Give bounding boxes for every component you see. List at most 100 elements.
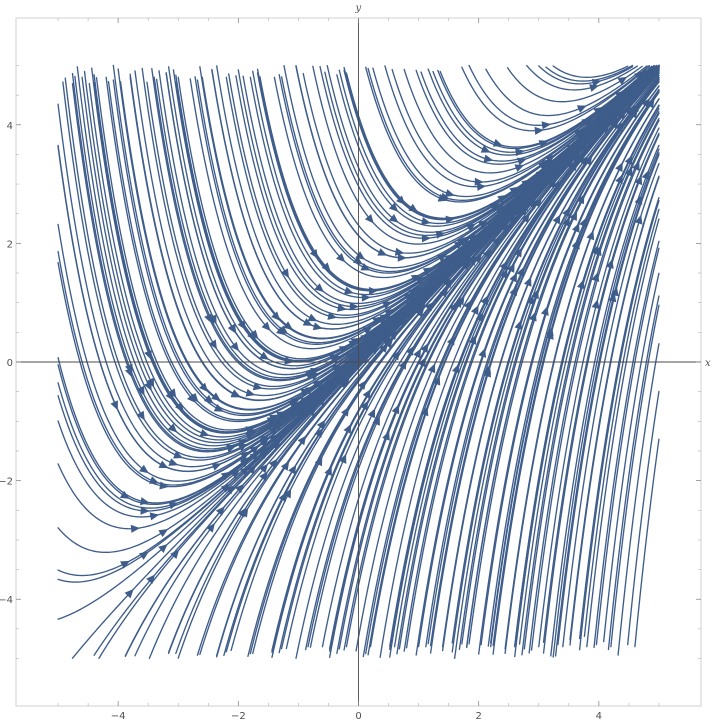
stream-arrow-head <box>235 483 245 494</box>
stream-arrow-head <box>360 262 371 271</box>
streamline <box>627 390 660 646</box>
stream-arrow-head <box>124 588 134 599</box>
streamline <box>542 132 660 644</box>
stream-arrow-head <box>572 238 580 249</box>
stream-arrow-head <box>480 145 491 153</box>
streamline <box>283 64 658 269</box>
streamline <box>420 64 655 162</box>
stream-arrow-head <box>466 223 476 232</box>
y-tick-label: −2 <box>0 477 13 488</box>
stream-arrow-head <box>362 389 371 399</box>
stream-arrow-head <box>369 344 379 355</box>
stream-arrow-head <box>259 351 270 360</box>
stream-arrow-head <box>437 193 448 202</box>
y-tick-label: −4 <box>0 595 13 606</box>
streamline <box>461 79 660 645</box>
stream-arrow-head <box>297 435 307 446</box>
streamline <box>523 112 660 650</box>
stream-arrow-head <box>167 423 178 433</box>
stream-arrow-head <box>624 166 633 177</box>
stream-arrow-head <box>239 458 250 468</box>
streamline <box>554 152 660 657</box>
stream-arrow-head <box>576 194 585 205</box>
stream-arrow-head <box>509 286 517 296</box>
stream-arrow-head <box>545 154 555 164</box>
stream-arrow-head <box>228 323 237 334</box>
stream-arrow-head <box>439 287 449 298</box>
stream-arrow-head <box>397 253 407 262</box>
x-tick-label: 2 <box>475 711 481 722</box>
stream-arrow-head <box>398 359 407 370</box>
stream-arrow-head <box>364 214 374 224</box>
stream-arrow-head <box>480 295 489 306</box>
x-tick-label: −2 <box>231 711 246 722</box>
stream-arrow-head <box>478 347 487 358</box>
y-tick-label: 0 <box>7 358 13 369</box>
streamline <box>389 68 660 648</box>
stream-arrow-head <box>400 306 411 316</box>
stream-arrow-head <box>173 450 183 459</box>
stream-arrow-head <box>158 544 168 554</box>
streamline <box>562 162 660 648</box>
stream-arrow-head <box>149 512 160 521</box>
stream-arrow-head <box>444 253 454 263</box>
stream-arrow-head <box>268 420 279 429</box>
stream-arrow-head <box>237 443 248 452</box>
stream-arrow-head <box>394 247 405 256</box>
stream-arrow-head <box>445 215 455 224</box>
stream-arrow-head <box>388 202 399 212</box>
stream-arrow-head <box>300 388 311 397</box>
stream-arrow-head <box>586 230 595 241</box>
y-tick-label: 2 <box>7 239 13 250</box>
stream-arrow-head <box>368 286 379 295</box>
streamline <box>545 64 634 82</box>
stream-arrow-head <box>576 105 587 113</box>
stream-arrow-head <box>372 316 383 326</box>
streamline <box>521 111 660 656</box>
streamline <box>403 69 660 652</box>
stream-arrow-head <box>557 153 567 163</box>
stream-arrow-head <box>541 121 552 130</box>
stream-arrow-head <box>523 276 532 287</box>
streamline <box>607 295 660 651</box>
stream-arrow-head <box>208 339 217 350</box>
stream-arrow-head <box>360 400 369 411</box>
streamline <box>550 144 660 657</box>
stream-arrow-head <box>314 283 324 293</box>
y-axis-label: y <box>355 3 362 14</box>
stream-arrow-head <box>470 305 479 315</box>
stream-arrow-head <box>483 154 494 163</box>
x-tick-label: 4 <box>596 711 602 722</box>
streamline <box>487 88 660 647</box>
stream-arrow-head <box>136 385 145 396</box>
stream-arrow-head <box>343 286 354 295</box>
stream-arrow-head <box>136 410 145 421</box>
stream-arrow-head <box>199 428 210 437</box>
streamline <box>365 67 660 655</box>
streamline <box>485 65 648 117</box>
streamline <box>526 64 638 91</box>
streamline <box>453 77 660 659</box>
stream-arrow-head <box>435 230 446 239</box>
streamline <box>538 127 660 648</box>
stream-arrow-head <box>446 335 455 346</box>
stream-arrow-head <box>268 458 278 469</box>
stream-arrow-head <box>622 94 632 104</box>
stream-arrow-head <box>538 140 549 148</box>
stream-arrow-head <box>388 214 399 223</box>
stream-arrow-head <box>340 406 350 417</box>
stream-arrow-head <box>120 560 130 569</box>
streamline <box>379 67 660 658</box>
stream-arrow-head <box>514 164 525 172</box>
stream-arrow-head <box>259 463 269 474</box>
streamline <box>328 65 660 652</box>
streamline <box>271 65 660 652</box>
streamline <box>372 66 655 198</box>
stream-arrow-head <box>456 237 467 247</box>
x-tick-label: −4 <box>111 711 126 722</box>
stream-arrow-head <box>413 348 422 359</box>
axis-ticks: −4 −2 0 2 4 −4 −2 0 2 4 <box>0 18 701 722</box>
stream-arrow-head <box>240 451 250 460</box>
stream-arrow-head <box>614 121 624 132</box>
